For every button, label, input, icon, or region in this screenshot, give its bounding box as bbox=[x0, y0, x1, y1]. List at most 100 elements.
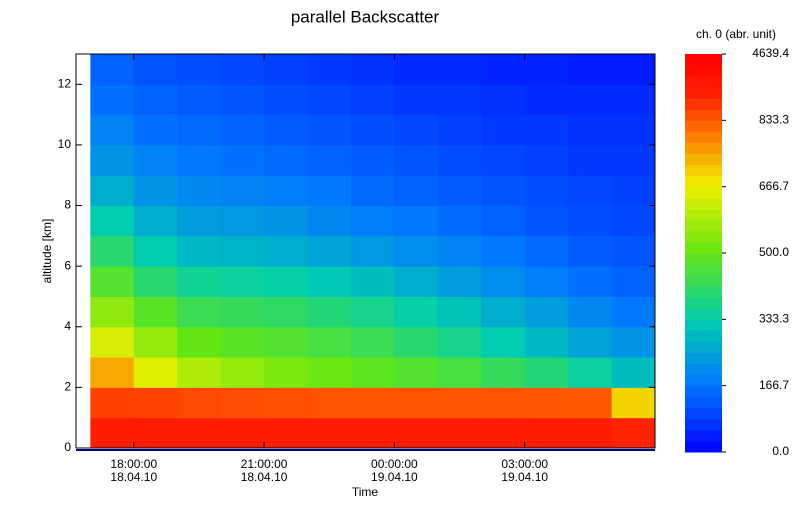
heatmap-cell bbox=[394, 326, 439, 358]
heatmap-cell bbox=[220, 387, 265, 419]
chart-title: parallel Backscatter bbox=[291, 7, 440, 26]
heatmap-cell bbox=[90, 235, 135, 267]
x-tick-label: 18.04.10 bbox=[110, 470, 157, 484]
heatmap-cell bbox=[133, 175, 178, 207]
y-tick-label: 8 bbox=[64, 198, 71, 212]
heatmap-cell bbox=[220, 326, 265, 358]
heatmap-cell bbox=[350, 235, 395, 267]
heatmap-cell bbox=[437, 357, 482, 388]
heatmap-cell bbox=[481, 235, 526, 267]
colorbar-band bbox=[685, 87, 722, 99]
heatmap-cell bbox=[437, 266, 482, 297]
heatmap-cell bbox=[394, 175, 439, 207]
heatmap-cell bbox=[133, 235, 178, 267]
colorbar-band bbox=[685, 297, 722, 309]
colorbar-tick-label: 333.3 bbox=[759, 312, 789, 326]
heatmap-cell bbox=[394, 54, 439, 85]
heatmap-cell bbox=[264, 235, 309, 267]
heatmap-cell bbox=[220, 235, 265, 267]
y-tick-label: 2 bbox=[64, 380, 71, 394]
heatmap-cell bbox=[481, 266, 526, 297]
heatmap-cell bbox=[437, 296, 482, 328]
heatmap-cell bbox=[177, 84, 222, 116]
x-tick-label: 19.04.10 bbox=[371, 470, 418, 484]
heatmap-cell bbox=[350, 266, 395, 297]
x-tick-label: 03:00:00 bbox=[501, 457, 548, 471]
heatmap-cell bbox=[611, 357, 656, 388]
heatmap-cell bbox=[264, 54, 309, 85]
heatmap-cell bbox=[437, 175, 482, 207]
colorbar-band bbox=[685, 363, 722, 376]
colorbar-band bbox=[685, 241, 722, 254]
heatmap-cell bbox=[177, 114, 222, 146]
heatmap-cell bbox=[524, 144, 569, 176]
colorbar-band bbox=[685, 429, 722, 442]
y-tick-label: 10 bbox=[58, 137, 72, 151]
heatmap-cell bbox=[524, 357, 569, 388]
colorbar-band bbox=[685, 54, 722, 66]
colorbar-band bbox=[685, 208, 722, 221]
heatmap-cell bbox=[481, 357, 526, 388]
heatmap-cell bbox=[394, 417, 439, 449]
colorbar-label: ch. 0 (abr. unit) bbox=[696, 27, 776, 41]
colorbar-band bbox=[685, 175, 722, 188]
heatmap-cell bbox=[264, 205, 309, 237]
colorbar-band bbox=[685, 374, 722, 387]
heatmap-cell bbox=[133, 417, 178, 449]
colorbar-band bbox=[685, 341, 722, 353]
heatmap-cell bbox=[568, 296, 613, 328]
heatmap-cell bbox=[394, 84, 439, 116]
heatmap-cell bbox=[611, 205, 656, 237]
colorbar-band bbox=[685, 264, 722, 276]
heatmap-cell bbox=[524, 205, 569, 237]
heatmap-cell bbox=[437, 144, 482, 176]
heatmap-cell bbox=[394, 296, 439, 328]
heatmap-cell bbox=[524, 54, 569, 85]
heatmap-cell bbox=[524, 296, 569, 328]
heatmap-cell bbox=[264, 175, 309, 207]
heatmap-cell bbox=[437, 84, 482, 116]
heatmap-cell bbox=[350, 205, 395, 237]
colorbar-band bbox=[685, 253, 722, 265]
heatmap-cell bbox=[133, 84, 178, 116]
heatmap-cell bbox=[524, 235, 569, 267]
colorbar-band bbox=[685, 197, 722, 210]
heatmap-cell bbox=[264, 326, 309, 358]
heatmap-cell bbox=[220, 205, 265, 237]
heatmap-cell bbox=[264, 296, 309, 328]
heatmap-cell bbox=[177, 175, 222, 207]
y-tick-label: 12 bbox=[58, 76, 72, 90]
heatmap-cell bbox=[568, 235, 613, 267]
colorbar-band bbox=[685, 396, 722, 409]
colorbar-band bbox=[685, 153, 722, 166]
heatmap-cell bbox=[568, 84, 613, 116]
heatmap-cell bbox=[394, 144, 439, 176]
heatmap-cell bbox=[264, 144, 309, 176]
heatmap-cell bbox=[264, 387, 309, 419]
heatmap-cell bbox=[437, 417, 482, 449]
heatmap-cell bbox=[350, 114, 395, 146]
heatmap-cell bbox=[611, 144, 656, 176]
heatmap-cell bbox=[90, 387, 135, 419]
heatmap-cell bbox=[133, 205, 178, 237]
heatmap-cell bbox=[611, 417, 656, 449]
heatmap-cell bbox=[568, 114, 613, 146]
heatmap-cell bbox=[568, 326, 613, 358]
y-tick-label: 0 bbox=[64, 440, 71, 454]
heatmap-cell bbox=[133, 357, 178, 388]
heatmap-cell bbox=[90, 54, 135, 85]
heatmap-cell bbox=[350, 54, 395, 85]
heatmap-cell bbox=[177, 235, 222, 267]
heatmap-cell bbox=[90, 175, 135, 207]
heatmap-cell bbox=[177, 296, 222, 328]
heatmap-cell bbox=[611, 235, 656, 267]
heatmap-cell bbox=[568, 357, 613, 388]
heatmap-cell bbox=[307, 357, 352, 388]
colorbar-tick-label: 4639.4 bbox=[752, 46, 789, 60]
heatmap-cell bbox=[177, 205, 222, 237]
colorbar-band bbox=[685, 164, 722, 177]
heatmap-cell bbox=[350, 296, 395, 328]
heatmap-cell bbox=[611, 54, 656, 85]
heatmap-cell bbox=[307, 175, 352, 207]
heatmap-cell bbox=[437, 326, 482, 358]
